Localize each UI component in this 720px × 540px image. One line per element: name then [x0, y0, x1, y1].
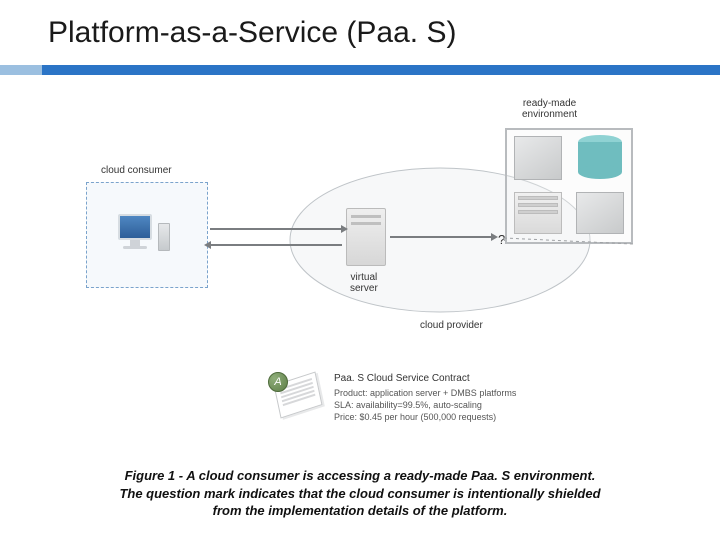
contract-line: SLA: availability=99.5%, auto-scaling [334, 399, 516, 411]
caption-line: The question mark indicates that the clo… [119, 486, 600, 501]
computer-icon [118, 214, 152, 249]
arrow-server-to-consumer [210, 244, 342, 246]
arrow-head-icon [341, 225, 348, 233]
environment-label: ready-made environment [522, 98, 577, 120]
environment-cube-icon [514, 136, 562, 180]
caption-line: from the implementation details of the p… [213, 503, 508, 518]
contract-line: Product: application server + DMBS platf… [334, 387, 516, 399]
cloud-consumer-label: cloud consumer [101, 165, 172, 176]
virtual-server-icon [346, 208, 386, 266]
paas-diagram: cloud consumer cloud provider virtual se… [0, 0, 720, 540]
environment-server-icon [514, 192, 562, 234]
arrow-server-to-question [390, 236, 492, 238]
contract-heading: Paa. S Cloud Service Contract [334, 372, 516, 386]
contract-text: Paa. S Cloud Service Contract Product: a… [334, 372, 516, 423]
virtual-server-label: virtual server [350, 272, 378, 294]
cloud-provider-label: cloud provider [420, 320, 483, 331]
contract-badge-icon: A [268, 372, 288, 392]
database-cylinder-icon [576, 134, 624, 180]
environment-cube-icon [576, 192, 624, 234]
arrow-head-icon [491, 233, 498, 241]
arrow-head-icon [204, 241, 211, 249]
arrow-consumer-to-server [210, 228, 342, 230]
computer-tower-icon [158, 223, 170, 251]
caption-line: Figure 1 - A cloud consumer is accessing… [125, 468, 596, 483]
figure-caption: Figure 1 - A cloud consumer is accessing… [40, 467, 680, 520]
contract-line: Price: $0.45 per hour (500,000 requests) [334, 411, 516, 423]
